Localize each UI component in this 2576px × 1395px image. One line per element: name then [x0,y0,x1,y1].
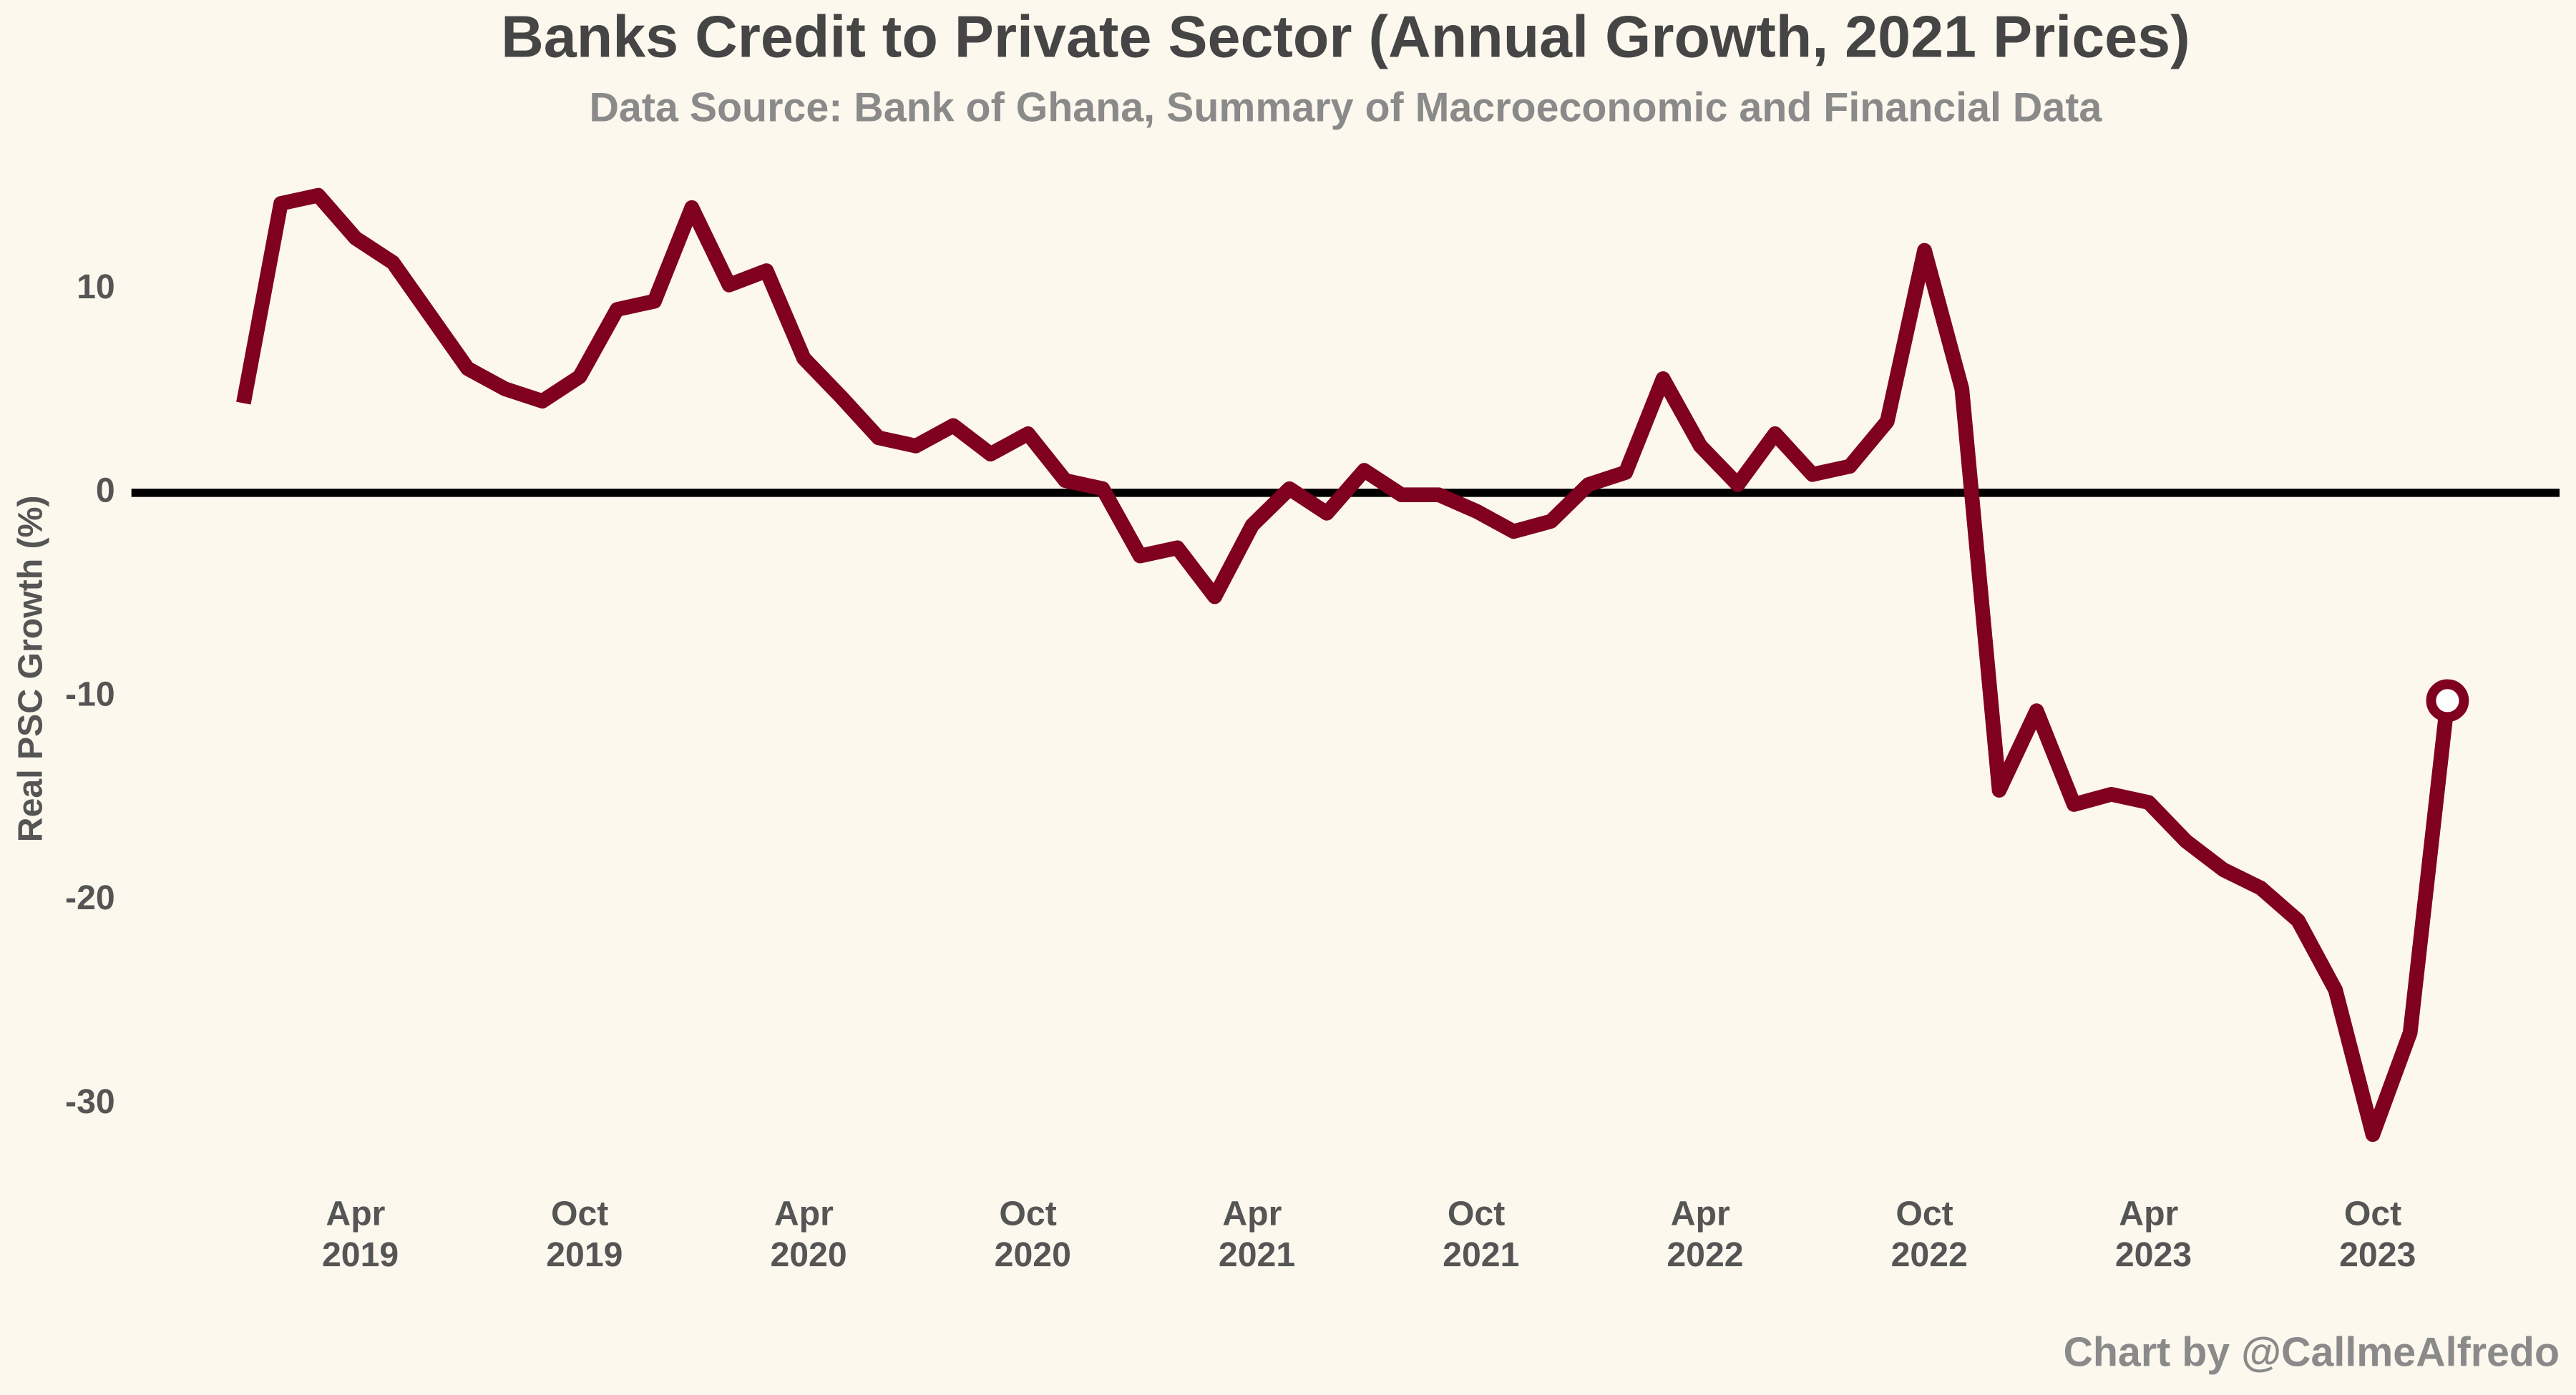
x-tick-label-line: Oct [551,1194,608,1233]
end-marker [2426,679,2469,723]
x-tick-label-line: Oct [999,1194,1056,1233]
x-tick-label-line: Apr [1671,1194,1730,1233]
x-tick-label-line: 2020 [985,1235,1071,1273]
x-tick-label: Apr 2022 [1657,1194,1744,1273]
x-tick-label-line: 2019 [313,1235,399,1273]
y-tick-label: -30 [65,1082,115,1121]
x-tick-label: Oct 2022 [1881,1194,1968,1273]
y-axis-label: Real PSC Growth (%) [11,495,50,842]
x-tick-label-line: 2023 [2330,1235,2416,1273]
x-tick-label-line: 2022 [1881,1235,1968,1273]
y-tick-label: -10 [65,675,115,713]
y-tick-label: 0 [96,471,115,510]
x-tick-label-line: Apr [1222,1194,1282,1233]
x-tick-label: Apr 2023 [2105,1194,2192,1273]
x-tick-label: Apr 2020 [761,1194,847,1273]
x-tick-label-line: 2023 [2105,1235,2192,1273]
x-tick-label-line: Oct [1896,1194,1953,1233]
x-tick-label-line: Apr [2119,1194,2178,1233]
x-tick-label-line: 2021 [1433,1235,1520,1273]
x-tick-label-line: 2019 [537,1235,623,1273]
y-tick-label: -20 [65,878,115,917]
x-tick-label: Oct 2019 [537,1194,623,1273]
x-tick-label-line: 2022 [1657,1235,1744,1273]
chart-title: Banks Credit to Private Sector (Annual G… [501,4,2190,70]
x-tick-label: Apr 2019 [313,1194,399,1273]
x-tick-label-line: 2021 [1209,1235,1296,1273]
x-tick-label-line: Oct [1448,1194,1505,1233]
x-tick-label: Oct 2021 [1433,1194,1520,1273]
x-tick-label-line: Apr [774,1194,834,1233]
x-tick-label: Oct 2020 [985,1194,1071,1273]
x-tick-label-line: Oct [2344,1194,2401,1233]
x-tick-label-line: 2020 [761,1235,847,1273]
credit: Chart by @CallmeAlfredo [2063,1330,2560,1376]
x-tick-label-line: Apr [326,1194,385,1233]
x-tick-label: Apr 2021 [1209,1194,1296,1273]
data-line [236,187,2455,1142]
y-tick-label: 10 [77,268,115,306]
chart-subtitle: Data Source: Bank of Ghana, Summary of M… [589,84,2102,130]
x-tick-label: Oct 2023 [2330,1194,2416,1273]
